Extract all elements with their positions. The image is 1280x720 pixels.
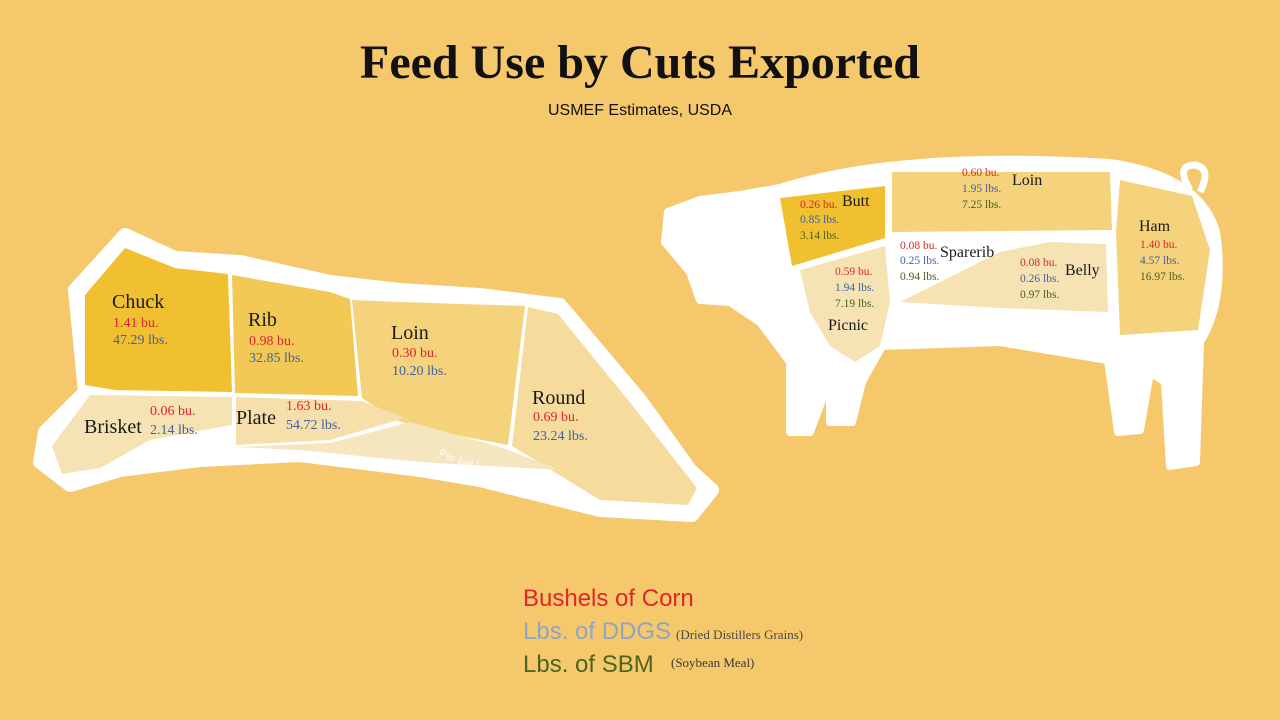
corn-value: 0.06 bu. <box>150 404 196 419</box>
ddgs-value: 1.95 lbs. <box>962 183 1001 195</box>
corn-value: 1.40 bu. <box>1140 239 1178 251</box>
corn-value: 0.08 bu. <box>900 240 938 252</box>
legend: Bushels of Corn Lbs. of DDGS (Dried Dist… <box>523 585 803 678</box>
corn-value: 0.26 bu. <box>800 199 838 211</box>
legend-corn: Bushels of Corn <box>523 585 694 612</box>
footnote: Per fed head slaughtered in 2025 <box>922 337 1085 349</box>
cut-name: Chuck <box>112 291 164 313</box>
cut-name: Round <box>532 387 585 409</box>
corn-value: 0.30 bu. <box>392 346 438 361</box>
corn-value: 0.98 bu. <box>249 334 295 349</box>
cut-name: Ham <box>1139 218 1171 235</box>
ddgs-value: 0.85 lbs. <box>800 214 839 226</box>
round-region <box>512 307 697 505</box>
corn-value: 0.69 bu. <box>533 410 579 425</box>
legend-sbm: Lbs. of SBM <box>523 651 654 678</box>
corn-value: 1.63 bu. <box>286 399 332 414</box>
ddgs-value: 10.20 lbs. <box>392 364 447 379</box>
flank-region <box>236 422 560 470</box>
ddgs-value: 1.94 lbs. <box>835 282 874 294</box>
ddgs-value: 0.26 lbs. <box>1020 273 1059 285</box>
cut-name: Picnic <box>828 317 868 334</box>
cut-name: Belly <box>1065 262 1100 279</box>
loin-region <box>352 300 525 445</box>
corn-value: 1.41 bu. <box>113 316 159 331</box>
chuck-region <box>85 248 232 392</box>
ddgs-value: 0.25 lbs. <box>900 255 939 267</box>
subtitle: USMEF Estimates, USDA <box>548 102 732 119</box>
sbm-value: 7.25 lbs. <box>962 199 1001 211</box>
title: Feed Use by Cuts Exported <box>360 36 920 89</box>
beef-diagram: Chuck 1.41 bu. 47.29 lbs. Rib 0.98 bu. 3… <box>33 228 719 522</box>
brisket-region <box>52 395 232 474</box>
belly-region <box>900 242 1108 312</box>
sbm-value: 0.97 lbs. <box>1020 289 1059 301</box>
corn-value: 0.08 bu. <box>1020 257 1058 269</box>
ddgs-value: 4.57 lbs. <box>1140 255 1179 267</box>
picnic-region <box>800 246 890 362</box>
sbm-value: 3.14 lbs. <box>800 230 839 242</box>
cut-name: Loin <box>1012 172 1042 189</box>
ddgs-value: 32.85 lbs. <box>249 351 304 366</box>
cut-name: Butt <box>842 193 870 210</box>
ddgs-value: 47.29 lbs. <box>113 333 168 348</box>
ham-region <box>1116 180 1210 335</box>
corn-value: 0.60 bu. <box>962 167 1000 179</box>
butt-region <box>780 186 885 266</box>
ddgs-value: 54.72 lbs. <box>286 418 341 433</box>
ddgs-value: 2.14 lbs. <box>150 423 198 438</box>
legend-ddgs-note: (Dried Distillers Grains) <box>676 627 803 642</box>
cut-name: Plate <box>236 407 276 429</box>
sbm-value: 0.94 lbs. <box>900 271 939 283</box>
cut-name: Brisket <box>84 416 142 438</box>
cut-name: Loin <box>391 322 429 344</box>
sbm-value: 16.97 lbs. <box>1140 271 1185 283</box>
corn-value: 0.59 bu. <box>835 266 873 278</box>
cut-name: Rib <box>248 309 277 331</box>
loin-region <box>892 172 1112 232</box>
sbm-value: 7.19 lbs. <box>835 298 874 310</box>
pig-tail <box>1180 161 1209 194</box>
ddgs-value: 23.24 lbs. <box>533 429 588 444</box>
pork-diagram: Butt 0.26 bu. 0.85 lbs. 3.14 lbs. Loin 0… <box>661 155 1223 470</box>
plate-region <box>236 397 405 445</box>
rib-region <box>232 275 358 396</box>
legend-sbm-note: (Soybean Meal) <box>671 655 754 670</box>
legend-ddgs: Lbs. of DDGS <box>523 618 671 645</box>
cut-name: Sparerib <box>940 244 994 261</box>
